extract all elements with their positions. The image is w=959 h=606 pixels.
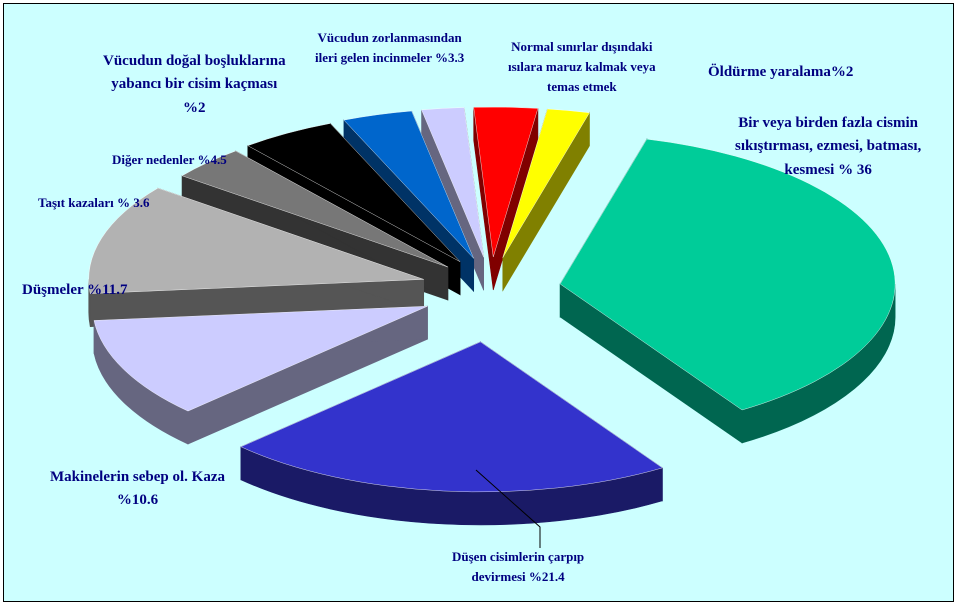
slice-label: Düşen cisimlerin çarpıp devirmesi %21.4 xyxy=(452,547,584,587)
slice-top xyxy=(473,106,539,258)
slice-label-line: Düşmeler %11.7 xyxy=(22,282,128,298)
slice-label-line: %10.6 xyxy=(116,492,159,509)
pie-slice xyxy=(240,341,663,526)
pie-slice xyxy=(559,138,896,444)
slice-label-line: temas etmek xyxy=(547,79,617,95)
slice-top xyxy=(181,150,448,268)
slice-top xyxy=(559,138,896,411)
slice-label-line: Bir veya birden fazla cismin xyxy=(738,115,918,131)
slice-label-line: Öldürme yaralama%2 xyxy=(708,64,854,80)
slice-label: Öldürme yaralama%2 xyxy=(708,61,853,84)
slice-label-line: Diğer nedenler %4.5 xyxy=(112,152,227,167)
slice-label: Normal sınırlar dışındaki ısılara maruz k… xyxy=(508,37,656,97)
slice-label-line: Vücudun doğal boşluklarına xyxy=(103,53,286,69)
slice-top xyxy=(421,107,484,258)
slice-label-line: ileri gelen incinmeler %3.3 xyxy=(315,50,465,66)
slice-top xyxy=(247,123,461,262)
pie-slice xyxy=(88,187,425,327)
slice-label: Düşmeler %11.7 xyxy=(22,279,128,302)
slice-label: Taşıt kazaları % 3.6 xyxy=(38,193,149,213)
slice-label: Vücudun doğal boşluklarına yabancı bir ci… xyxy=(103,50,286,120)
slice-label-line: ısılara maruz kalmak veya xyxy=(508,59,656,75)
slice-label-line: yabancı bir cisim kaçması xyxy=(111,76,278,93)
slice-label-line: sıkıştırması, ezmesi, batması, xyxy=(735,138,922,155)
pie-slice xyxy=(502,108,590,292)
slice-label-line: kesmesi % 36 xyxy=(784,161,872,178)
slice-label: Vücudun zorlanmasından ileri gelen incinm… xyxy=(315,28,464,68)
slice-label: Diğer nedenler %4.5 xyxy=(112,150,227,170)
slice-label-line: Taşıt kazaları % 3.6 xyxy=(38,195,150,210)
slice-label-line: Normal sınırlar dışındaki xyxy=(511,39,653,54)
pie-slice xyxy=(473,106,539,291)
slice-label-line: %2 xyxy=(183,99,206,116)
slice-top xyxy=(343,110,474,259)
slice-top xyxy=(240,341,663,493)
slice-label: Bir veya birden fazla cismin sıkıştırması… xyxy=(735,112,921,182)
slice-top xyxy=(93,306,428,412)
pie-slices xyxy=(88,106,896,526)
slice-label-line: Düşen cisimlerin çarpıp xyxy=(452,549,585,564)
slice-label-line: Makinelerin sebep ol. Kaza xyxy=(50,469,225,485)
slice-label: Makinelerin sebep ol. Kaza %10.6 xyxy=(50,466,225,513)
slice-top xyxy=(502,108,590,258)
slice-top xyxy=(88,187,424,294)
slice-label-line: devirmesi %21.4 xyxy=(471,569,565,585)
label-leader-line xyxy=(475,469,541,548)
pie-slice xyxy=(93,305,428,445)
slice-label-line: Vücudun zorlanmasından xyxy=(317,30,462,45)
